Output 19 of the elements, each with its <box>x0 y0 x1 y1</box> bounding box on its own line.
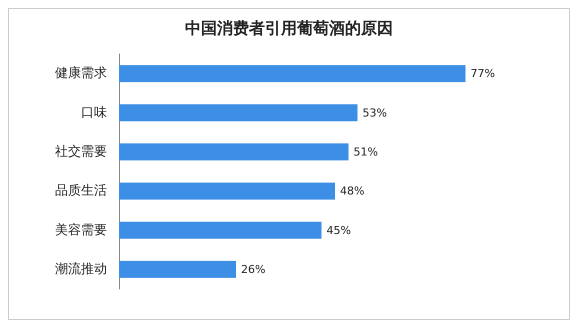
y-tick-label: 口味 <box>81 105 107 120</box>
y-tick-label: 潮流推动 <box>55 260 107 277</box>
bar <box>119 143 348 160</box>
y-tick-label: 健康需求 <box>55 66 107 82</box>
y-tick-label: 社交需要 <box>55 143 107 160</box>
data-label: 26% <box>241 262 266 276</box>
bar <box>119 222 322 239</box>
y-tick-label: 美容需要 <box>55 222 107 238</box>
data-label: 77% <box>470 67 495 80</box>
chart-title: 中国消费者引用葡萄酒的原因 <box>185 18 393 38</box>
bar <box>119 182 335 200</box>
data-label: 53% <box>362 106 387 120</box>
bar <box>119 260 236 278</box>
data-label: 51% <box>354 145 378 158</box>
data-label: 45% <box>326 224 351 237</box>
data-label: 48% <box>340 184 364 198</box>
bar <box>119 104 358 122</box>
y-tick-label: 品质生活 <box>55 184 107 199</box>
bar <box>119 65 466 82</box>
